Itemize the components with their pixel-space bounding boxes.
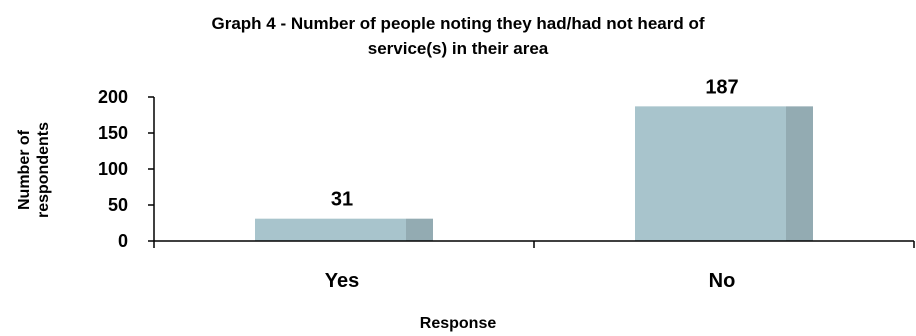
data-label-yes: 31 (331, 189, 353, 211)
y-tick-label: 100 (98, 159, 128, 179)
chart-title-line2: service(s) in their area (367, 39, 549, 58)
y-tick-label: 200 (98, 87, 128, 107)
chart-title-line1: Graph 4 - Number of people noting they h… (211, 14, 705, 33)
y-tick-label: 150 (98, 123, 128, 143)
bar-side-yes (406, 218, 433, 241)
y-tick-label: 50 (108, 195, 128, 215)
bar-side-no (786, 106, 813, 241)
x-tick-label-no: No (709, 270, 736, 292)
y-tick-label: 0 (118, 231, 128, 251)
x-axis-label: Response (419, 315, 497, 332)
data-label-no: 187 (705, 76, 738, 98)
bar-no (635, 106, 786, 241)
x-tick-label-yes: Yes (325, 270, 359, 292)
bar-yes (255, 218, 406, 241)
